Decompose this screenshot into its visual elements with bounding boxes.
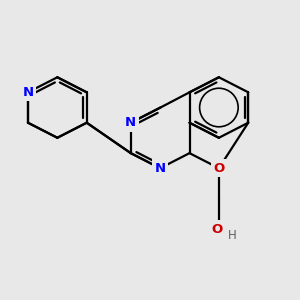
Text: O: O — [213, 162, 224, 175]
Text: N: N — [125, 116, 136, 129]
Text: H: H — [228, 229, 236, 242]
Text: N: N — [22, 86, 34, 99]
Text: O: O — [212, 223, 223, 236]
Text: N: N — [154, 162, 166, 175]
